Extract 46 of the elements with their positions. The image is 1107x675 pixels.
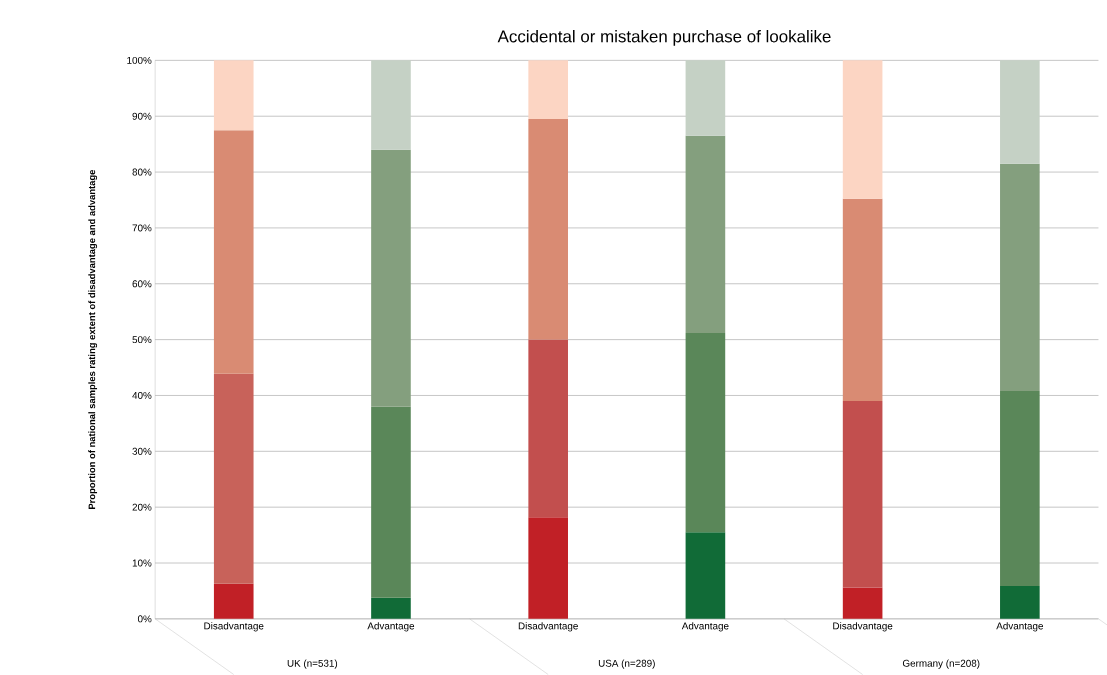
- x-tick-label: Disadvantage: [204, 622, 264, 632]
- x-tick-label: Disadvantage: [833, 622, 893, 632]
- bar: [213, 373, 254, 584]
- y-tick-label: 80%: [132, 168, 152, 176]
- bar: [528, 517, 568, 620]
- bar: [842, 60, 883, 200]
- text: Germany (n=208): [902, 659, 980, 669]
- y-axis-title: Proportion of national samples rating extent of disadvantage and advantage: [88, 170, 98, 510]
- bar: [1000, 163, 1040, 392]
- bar: [685, 532, 726, 620]
- bar: [1000, 586, 1040, 620]
- bar: [371, 597, 411, 620]
- bar: [213, 583, 254, 620]
- bar: [528, 60, 568, 120]
- text: UK (n=531): [287, 659, 338, 669]
- x-tick-label: Advantage: [367, 622, 415, 632]
- bar: [528, 119, 568, 340]
- bar: [685, 60, 726, 136]
- bar: [842, 401, 883, 588]
- y-tick-label: 70%: [132, 224, 152, 232]
- y-tick-label: 90%: [132, 112, 152, 120]
- bar: [685, 333, 726, 533]
- y-tick-label: 0%: [137, 615, 152, 623]
- y-tick-label: 10%: [132, 559, 152, 567]
- bar: [371, 60, 411, 150]
- text: USA (n=289): [598, 659, 655, 669]
- x-tick-label: Advantage: [681, 622, 729, 632]
- bar: [685, 136, 726, 334]
- bar: [371, 406, 411, 598]
- y-tick-label: 50%: [132, 336, 152, 344]
- bar: [371, 149, 411, 407]
- bar: [528, 339, 568, 518]
- y-tick-label: 30%: [132, 448, 152, 456]
- x-tick-label: Advantage: [996, 622, 1043, 632]
- x-tick-label: Disadvantage: [518, 622, 578, 632]
- y-tick-label: 40%: [132, 392, 152, 400]
- bar: [213, 130, 254, 374]
- chart-title: Accidental or mistaken purchase of lookalike: [497, 30, 831, 46]
- bar: [1000, 391, 1040, 587]
- y-tick-label: 100%: [127, 57, 152, 65]
- bar: [213, 60, 254, 131]
- bar: [842, 587, 883, 620]
- bar: [1000, 60, 1040, 164]
- y-tick-label: 20%: [132, 503, 152, 511]
- y-tick-label: 60%: [132, 280, 152, 288]
- bar: [842, 199, 883, 402]
